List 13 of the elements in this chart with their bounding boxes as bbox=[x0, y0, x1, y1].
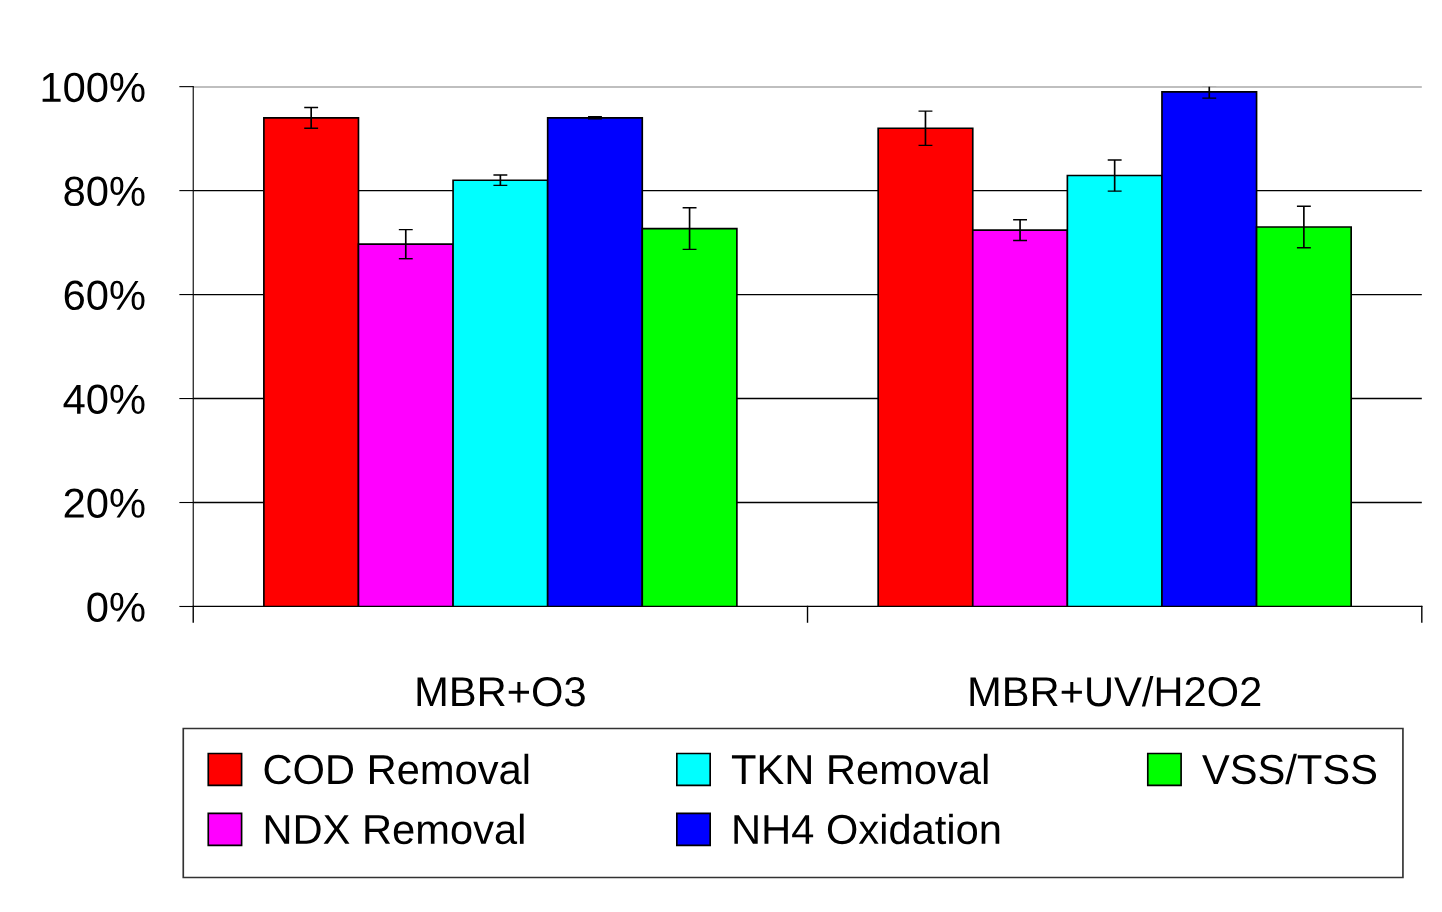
legend-label: VSS/TSS bbox=[1202, 753, 1377, 785]
y-tick-label: 80% bbox=[64, 176, 145, 207]
y-tick-label: 60% bbox=[64, 280, 145, 311]
y-tick-label: 0% bbox=[87, 592, 145, 622]
legend-label: COD Removal bbox=[264, 753, 529, 785]
y-tick-label: 40% bbox=[63, 384, 145, 415]
x-tick-label: MBR+UV/H2O2 bbox=[970, 675, 1261, 707]
y-tick-label: 20% bbox=[64, 488, 145, 519]
x-tick-label: MBR+O3 bbox=[417, 677, 585, 707]
legend-label: NH4 Oxidation bbox=[734, 813, 1000, 845]
legend-label: TKN Removal bbox=[731, 753, 988, 785]
legend-label: NDX Removal bbox=[265, 813, 524, 845]
y-tick-label: 100% bbox=[42, 72, 145, 103]
